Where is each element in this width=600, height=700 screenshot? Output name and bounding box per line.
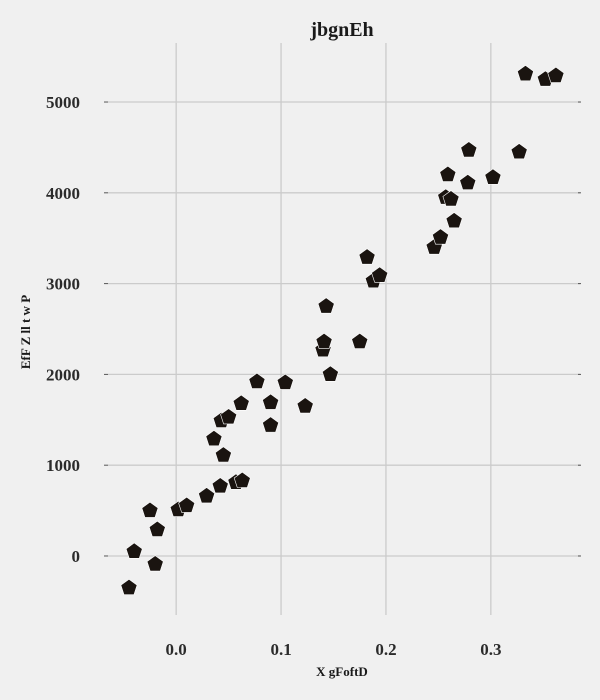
data-point <box>141 501 159 518</box>
data-point <box>233 471 251 488</box>
x-tick-label: 0.0 <box>166 640 187 659</box>
y-tick-label: 3000 <box>46 275 80 294</box>
data-point <box>445 212 463 229</box>
y-tick-label: 1000 <box>46 456 80 475</box>
data-point <box>214 446 232 463</box>
data-point <box>317 297 335 314</box>
data-point <box>432 228 449 245</box>
data-point <box>371 266 389 283</box>
data-point <box>198 487 216 504</box>
grid <box>108 43 580 615</box>
data-point <box>459 173 477 190</box>
data-point <box>358 248 376 265</box>
x-axis-title: X gFoftD <box>316 664 368 679</box>
x-tick-label: 0.3 <box>480 640 501 659</box>
y-tick-label: 0 <box>72 547 81 566</box>
chart-title: jbgnEh <box>309 19 373 41</box>
x-tick-label: 0.1 <box>270 640 291 659</box>
data-point <box>205 429 223 447</box>
x-tick-label: 0.2 <box>375 640 396 659</box>
data-points <box>120 64 565 595</box>
data-point <box>148 520 166 537</box>
data-point <box>547 66 565 83</box>
data-point <box>146 555 164 572</box>
data-point <box>442 190 460 207</box>
y-axis-title: EfF Z ll t w P <box>18 295 33 369</box>
y-tick-label: 2000 <box>46 365 80 384</box>
data-point <box>248 372 266 389</box>
data-point <box>178 496 196 513</box>
data-point <box>262 393 280 410</box>
data-point <box>125 542 143 559</box>
data-point <box>484 168 502 185</box>
y-tick-label: 4000 <box>46 184 80 203</box>
data-point <box>276 373 294 390</box>
ticks: 0.0 0.1 0.2 0.3 0 1000 2000 3000 4000 5000 <box>46 93 581 659</box>
data-point <box>232 394 250 411</box>
data-point <box>439 165 457 182</box>
data-point <box>120 578 138 595</box>
data-point <box>220 408 238 425</box>
data-point <box>296 397 314 414</box>
y-tick-label: 5000 <box>46 93 80 112</box>
data-point <box>517 64 534 82</box>
data-point <box>460 141 478 158</box>
data-point <box>211 477 229 494</box>
data-point <box>262 416 280 433</box>
data-point <box>351 332 369 349</box>
data-point <box>321 365 339 382</box>
data-point <box>315 332 333 349</box>
data-point <box>510 143 528 160</box>
